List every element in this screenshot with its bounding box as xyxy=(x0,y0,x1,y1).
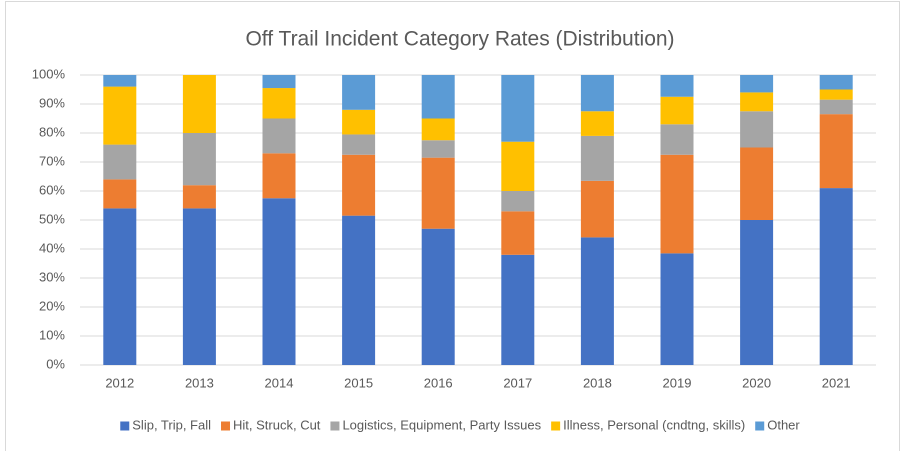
bar-segment xyxy=(342,75,376,110)
bar-segment xyxy=(103,144,137,180)
bar-segment xyxy=(501,211,535,255)
bar-segment xyxy=(740,75,774,93)
y-tick-label: 20% xyxy=(39,298,65,313)
bar-segment xyxy=(421,140,455,158)
chart-title: Off Trail Incident Category Rates (Distr… xyxy=(245,28,674,51)
bar-segment xyxy=(660,253,694,365)
bar-segment xyxy=(660,96,694,125)
x-tick-label: 2017 xyxy=(503,375,532,390)
x-tick-label: 2016 xyxy=(424,375,453,390)
bar-segment xyxy=(421,118,455,141)
bar-segment xyxy=(262,153,296,199)
y-tick-label: 60% xyxy=(39,182,65,197)
bar-segment xyxy=(819,89,853,100)
legend-label: Hit, Struck, Cut xyxy=(233,417,321,432)
x-tick-label: 2019 xyxy=(663,375,692,390)
bar-segment xyxy=(819,75,853,90)
legend-label: Slip, Trip, Fall xyxy=(132,417,211,432)
legend-swatch xyxy=(330,421,340,431)
bar-segment xyxy=(342,134,376,155)
bar-segment xyxy=(819,188,853,365)
bar-segment xyxy=(103,179,137,209)
y-tick-label: 80% xyxy=(39,124,65,139)
bar-segment xyxy=(740,220,774,365)
bar-segment xyxy=(262,118,296,154)
x-tick-label: 2015 xyxy=(344,375,373,390)
bar-segment xyxy=(580,180,614,238)
bar-segment xyxy=(103,208,137,365)
y-tick-label: 0% xyxy=(46,356,65,371)
x-tick-label: 2020 xyxy=(742,375,771,390)
bar-segment xyxy=(580,135,614,181)
y-tick-label: 50% xyxy=(39,211,65,226)
bar-segment xyxy=(262,198,296,365)
x-tick-label: 2018 xyxy=(583,375,612,390)
bar-segment xyxy=(660,154,694,254)
legend-label: Other xyxy=(767,417,800,432)
bar-segment xyxy=(421,228,455,365)
bar-segment xyxy=(501,191,535,212)
y-tick-label: 90% xyxy=(39,95,65,110)
bar-segment xyxy=(580,237,614,365)
bar-segment xyxy=(421,157,455,229)
bar-segment xyxy=(740,147,774,220)
y-tick-label: 40% xyxy=(39,240,65,255)
bar-segment xyxy=(501,75,535,142)
bar-segment xyxy=(342,215,376,365)
bar-segment xyxy=(182,185,216,209)
bar-segment xyxy=(740,92,774,112)
bar-segment xyxy=(342,109,376,135)
legend-label: Logistics, Equipment, Party Issues xyxy=(342,417,541,432)
y-tick-label: 10% xyxy=(39,327,65,342)
legend-swatch xyxy=(221,421,231,431)
bar-segment xyxy=(262,75,296,89)
bar-segment xyxy=(819,114,853,189)
bar-segment xyxy=(580,75,614,112)
bar-segment xyxy=(421,75,455,119)
bar-segment xyxy=(501,141,535,191)
x-tick-label: 2013 xyxy=(185,375,214,390)
x-tick-label: 2012 xyxy=(105,375,134,390)
bar-segment xyxy=(103,75,137,87)
x-tick-label: 2014 xyxy=(265,375,294,390)
legend-swatch xyxy=(120,421,130,431)
bar-segment xyxy=(182,208,216,365)
y-tick-label: 30% xyxy=(39,269,65,284)
legend-swatch xyxy=(551,421,561,431)
bar-segment xyxy=(819,99,853,115)
bar-segment xyxy=(660,75,694,97)
bar-segment xyxy=(342,154,376,216)
bar-segment xyxy=(182,75,216,133)
bar-segment xyxy=(740,111,774,148)
bar-segment xyxy=(262,88,296,119)
bar-segment xyxy=(580,111,614,136)
y-tick-label: 70% xyxy=(39,153,65,168)
bar-segment xyxy=(182,133,216,186)
bar-segment xyxy=(103,86,137,145)
bar-segment xyxy=(660,124,694,155)
x-tick-label: 2021 xyxy=(822,375,851,390)
legend-label: Illness, Personal (cndtng, skills) xyxy=(563,417,745,432)
legend-swatch xyxy=(755,421,765,431)
bar-segment xyxy=(501,254,535,365)
y-tick-label: 100% xyxy=(32,66,66,81)
